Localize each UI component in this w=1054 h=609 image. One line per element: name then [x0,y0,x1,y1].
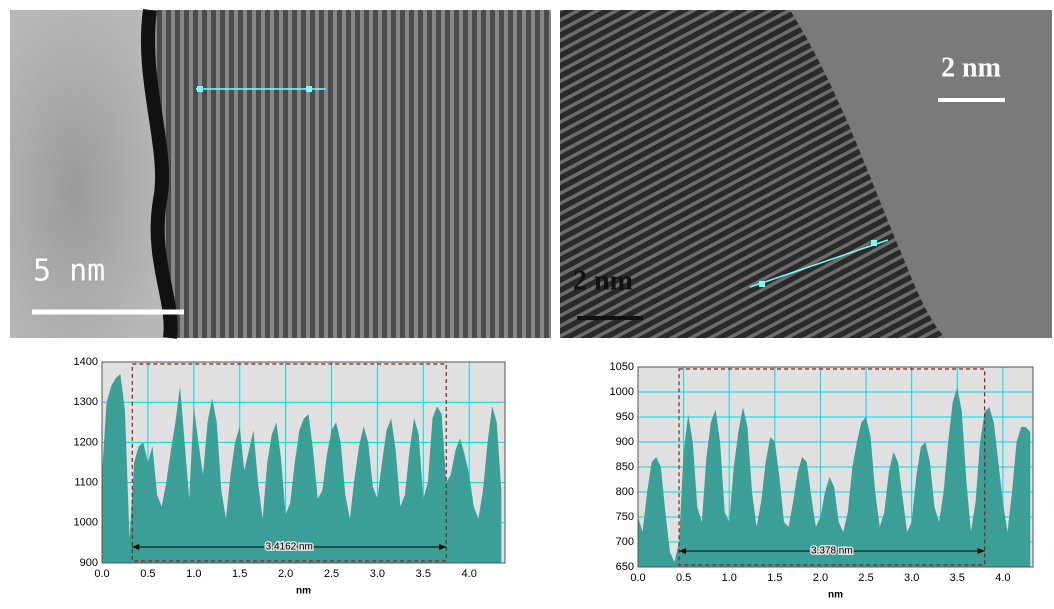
measurement-label: 3.378 nm [811,546,853,557]
x-axis-label: nm [296,586,311,597]
x-tick-label: 3.5 [950,572,965,584]
x-tick-label: 1.0 [186,568,201,580]
x-tick-label: 4.0 [462,568,477,580]
plot-frame [637,366,1034,568]
y-tick-label: 900 [80,557,98,569]
y-tick-label: 750 [616,511,634,523]
x-tick-label: 4.0 [995,572,1010,584]
y-tick-label: 700 [616,536,634,548]
y-tick-label: 850 [616,461,634,473]
x-tick-label: 0.0 [94,568,109,580]
plot-frame [101,361,506,564]
x-tick-label: 2.5 [324,568,339,580]
x-tick-label: 3.0 [370,568,385,580]
x-tick-label: 0.5 [676,572,691,584]
y-tick-label: 950 [616,411,634,423]
scale-label: 5 nm [33,254,105,289]
profile-area [102,374,502,563]
y-tick-label: 900 [616,436,634,448]
x-tick-label: 3.0 [904,572,919,584]
y-tick-label: 1050 [610,361,634,373]
measurement-label: 3.4162 nm [266,542,313,553]
scale-label: 2 nm [573,265,633,296]
y-tick-label: 1200 [74,436,98,448]
measurement-box [131,363,447,562]
x-tick-label: 0.5 [140,568,155,580]
y-tick-label: 1400 [74,356,98,368]
y-tick-label: 800 [616,486,634,498]
x-tick-label: 1.0 [722,572,737,584]
scale-label: 2 nm [941,52,1001,83]
y-tick-label: 1000 [610,386,634,398]
tem-image-left: 5 nm [10,9,551,339]
x-tick-label: 3.5 [416,568,431,580]
x-tick-label: 1.5 [767,572,782,584]
x-tick-label: 2.5 [858,572,873,584]
y-tick-label: 1300 [74,396,98,408]
y-tick-label: 1000 [74,517,98,529]
x-tick-label: 1.5 [232,568,247,580]
y-tick-label: 650 [616,561,634,573]
profile-area [638,387,1031,567]
measurement-box [678,368,986,566]
x-axis-label: nm [828,590,843,601]
y-tick-label: 1100 [74,477,98,489]
x-tick-label: 2.0 [278,568,293,580]
tem-image-right: 2 nm 2 nm [560,10,1052,338]
x-tick-label: 0.0 [630,572,645,584]
x-tick-label: 2.0 [813,572,828,584]
